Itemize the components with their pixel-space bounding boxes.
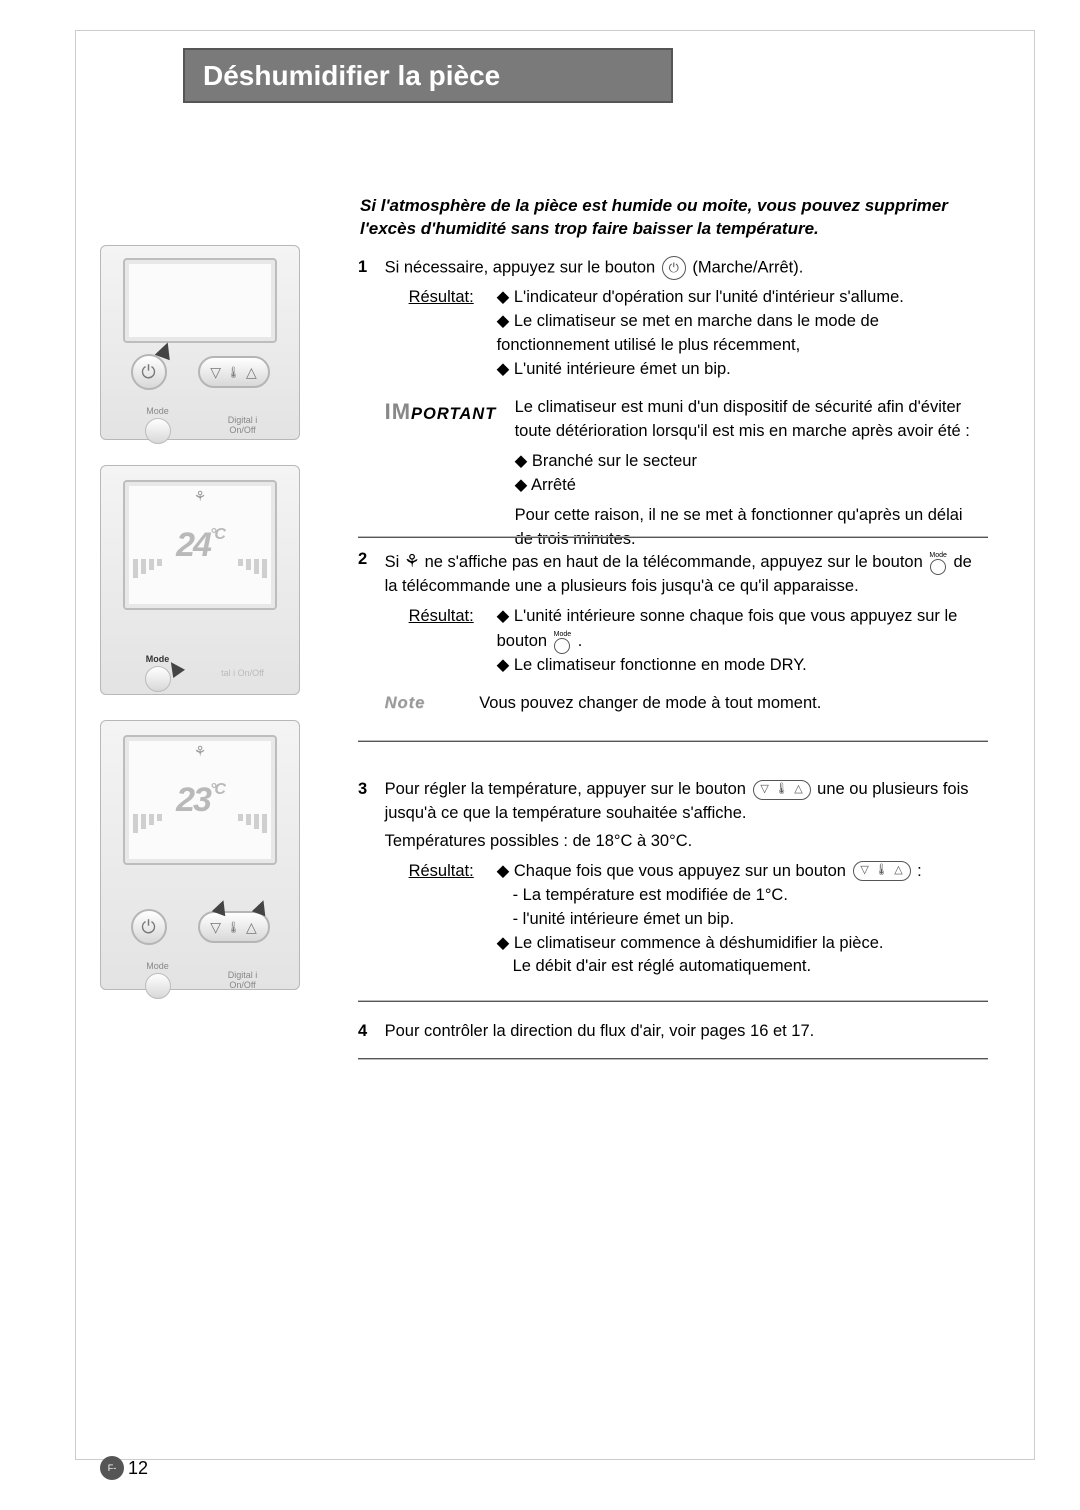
divider bbox=[358, 1000, 988, 1002]
step-number: 3 bbox=[358, 778, 380, 802]
result-item: Le climatiseur se met en marche dans le … bbox=[497, 310, 985, 358]
step-number: 1 bbox=[358, 256, 380, 280]
digital-onoff-label: Digital i On/Off bbox=[218, 415, 268, 435]
note-text: Vous pouvez changer de mode à tout momen… bbox=[479, 694, 821, 712]
mode-button-icon: Mode bbox=[929, 550, 947, 575]
remote-screen bbox=[123, 258, 277, 343]
step-1: 1 Si nécessaire, appuyez sur le bouton ⏻… bbox=[358, 256, 993, 552]
lcd-deg: °C bbox=[210, 781, 224, 798]
note-label: Note bbox=[385, 692, 475, 716]
result-label: Résultat: bbox=[409, 860, 497, 980]
result-subitem: - l'unité intérieure émet un bip. bbox=[513, 908, 985, 932]
important-label: IMPORTANT bbox=[385, 396, 515, 552]
lcd-temp: 23 bbox=[176, 781, 210, 819]
power-button: ⏻ bbox=[131, 354, 167, 390]
digital-onoff-label: tal i On/Off bbox=[218, 668, 268, 678]
remote-illustration-3: ⚘ 23°C ⏻ ▽🌡△ Mode Digital i On/Off bbox=[100, 720, 300, 990]
power-button: ⏻ bbox=[131, 909, 167, 945]
result-item: L'indicateur d'opération sur l'unité d'i… bbox=[497, 286, 985, 310]
important-text: Le climatiseur est muni d'un dispositif … bbox=[515, 396, 985, 444]
result-item: Chaque fois que vous appuyez sur un bout… bbox=[497, 860, 985, 884]
mode-label: Mode bbox=[133, 406, 183, 416]
mode-label: Mode bbox=[133, 961, 183, 971]
intro-text: Si l'atmosphère de la pièce est humide o… bbox=[360, 195, 985, 241]
remote-illustration-1: ⏻ ▽🌡△ Mode Digital i On/Off bbox=[100, 245, 300, 440]
temp-up-down-pill: ▽🌡△ bbox=[198, 356, 270, 388]
result-item: L'unité intérieure sonne chaque fois que… bbox=[497, 605, 985, 654]
divider bbox=[358, 1058, 988, 1060]
power-icon: ⏻ bbox=[662, 256, 686, 280]
remote-screen: ⚘ 23°C bbox=[123, 735, 277, 865]
important-text: Pour cette raison, il ne se met à foncti… bbox=[515, 504, 985, 552]
result-item: Le climatiseur commence à déshumidifier … bbox=[497, 932, 985, 956]
important-bullet: Branché sur le secteur bbox=[515, 450, 985, 474]
temp-up-down-pill: ▽🌡△ bbox=[198, 911, 270, 943]
page-number: F- 12 bbox=[100, 1456, 148, 1480]
step-text: Pour contrôler la direction du flux d'ai… bbox=[385, 1020, 985, 1044]
page-title: Déshumidifier la pièce bbox=[203, 60, 500, 92]
step-text: Si nécessaire, appuyez sur le bouton bbox=[385, 258, 660, 276]
dry-glyph: ⚘ bbox=[404, 551, 420, 571]
important-bullet: Arrêté bbox=[515, 474, 985, 498]
step-4: 4 Pour contrôler la direction du flux d'… bbox=[358, 1020, 993, 1044]
step-2: 2 Si ⚘ ne s'affiche pas en haut de la té… bbox=[358, 548, 993, 716]
mode-button bbox=[145, 973, 171, 999]
step-3: 3 Pour régler la température, appuyer su… bbox=[358, 778, 993, 979]
lcd-temp: 24 bbox=[176, 526, 210, 564]
remote-illustration-2: ⚘ 24°C Mode tal i On/Off bbox=[100, 465, 300, 695]
result-item: L'unité intérieure émet un bip. bbox=[497, 358, 985, 382]
dry-mode-icon: ⚘ bbox=[194, 488, 207, 505]
step-text: Pour régler la température, appuyer sur … bbox=[385, 780, 751, 798]
result-label: Résultat: bbox=[409, 605, 497, 678]
step-text: Si bbox=[385, 553, 404, 571]
result-subtext: Le débit d'air est réglé automatiquement… bbox=[513, 955, 985, 979]
step-text: (Marche/Arrêt). bbox=[692, 258, 803, 276]
remote-screen: ⚘ 24°C bbox=[123, 480, 277, 610]
temp-pill-icon: ▽🌡△ bbox=[753, 780, 811, 800]
step-number: 2 bbox=[358, 548, 380, 572]
step-text: ne s'affiche pas en haut de la télécomma… bbox=[425, 553, 923, 571]
temp-pill-icon: ▽🌡△ bbox=[853, 861, 911, 881]
result-label: Résultat: bbox=[409, 286, 497, 382]
step-number: 4 bbox=[358, 1020, 380, 1044]
dry-mode-icon: ⚘ bbox=[194, 743, 207, 760]
mode-button bbox=[145, 418, 171, 444]
digital-onoff-label: Digital i On/Off bbox=[218, 970, 268, 990]
title-bar: Déshumidifier la pièce bbox=[183, 48, 673, 103]
result-item: Le climatiseur fonctionne en mode DRY. bbox=[497, 654, 985, 678]
result-subitem: - La température est modifiée de 1°C. bbox=[513, 884, 985, 908]
divider bbox=[358, 536, 988, 538]
divider bbox=[358, 740, 988, 742]
mode-button-icon: Mode bbox=[554, 629, 572, 654]
temp-range: Températures possibles : de 18°C à 30°C. bbox=[385, 830, 985, 854]
lcd-deg: °C bbox=[210, 526, 224, 543]
